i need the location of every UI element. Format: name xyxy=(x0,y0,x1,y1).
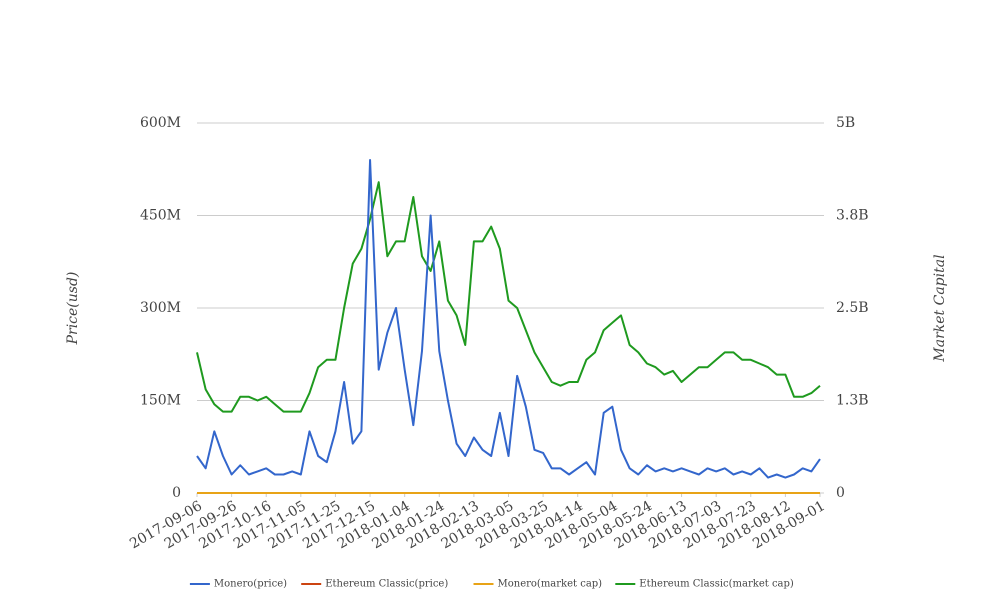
y-axis-title: Price(usd) xyxy=(65,272,81,346)
legend-label: Monero(market cap) xyxy=(498,579,603,590)
series-line xyxy=(196,159,821,479)
legend-label: Monero(price) xyxy=(214,579,287,590)
y-tick-label: 0 xyxy=(172,485,181,501)
y2-axis-title: Market Capital xyxy=(932,254,948,362)
legend-label: Ethereum Classic(market cap) xyxy=(639,579,794,590)
y2-tick-label: 3.8B xyxy=(836,208,869,224)
y-tick-label: 450M xyxy=(140,208,181,224)
y-tick-label: 300M xyxy=(140,300,181,316)
y2-tick-label: 1.3B xyxy=(836,393,869,409)
y-tick-label: 600M xyxy=(140,115,181,131)
y2-tick-label: 5B xyxy=(836,115,855,131)
y2-tick-label: 0 xyxy=(836,485,845,501)
y-tick-label: 150M xyxy=(140,393,181,409)
y2-tick-label: 2.5B xyxy=(836,300,869,316)
series-line xyxy=(196,181,821,413)
legend-label: Ethereum Classic(price) xyxy=(325,579,448,590)
